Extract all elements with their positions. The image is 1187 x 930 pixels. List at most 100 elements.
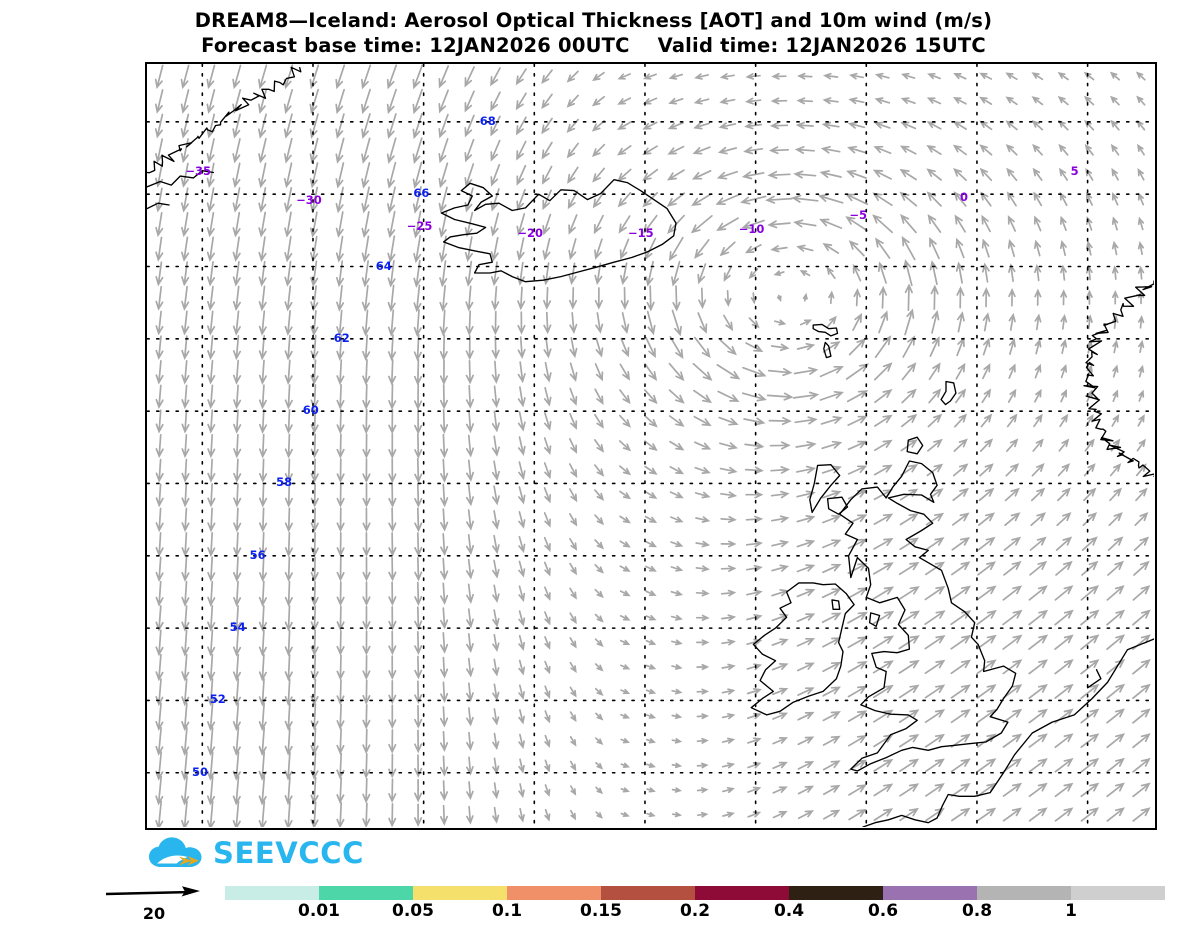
wind-vector	[515, 92, 527, 111]
wind-vector	[362, 507, 371, 533]
wind-vector	[180, 162, 189, 188]
wind-vector	[284, 310, 293, 336]
wind-vector	[741, 392, 767, 402]
wind-vector	[847, 121, 866, 129]
wind-vector	[721, 663, 736, 671]
colorbar-tick-0.05: 0.05	[392, 901, 434, 921]
wind-vector	[847, 563, 868, 574]
wind-vector	[310, 260, 319, 288]
wind-vector	[817, 194, 844, 204]
wind-vector	[671, 260, 681, 287]
wind-vector	[1138, 389, 1145, 402]
lon-label--10: −10	[738, 222, 765, 237]
wind-vector	[1083, 71, 1095, 81]
wind-vector	[594, 564, 604, 574]
wind-vector	[793, 170, 817, 179]
coastline-greenland-fringe	[147, 170, 215, 188]
wind-vector	[745, 73, 761, 80]
wind-vector	[847, 415, 868, 426]
wind-vector	[1137, 314, 1145, 329]
wind-vector	[873, 538, 894, 550]
wind-vector	[155, 409, 164, 434]
lat-label-66: 66	[413, 186, 430, 201]
wind-vector	[1083, 487, 1097, 502]
wind-vector	[155, 532, 164, 558]
wind-vector	[822, 514, 842, 524]
wind-vector	[232, 211, 241, 238]
wind-vector	[466, 805, 474, 825]
wind-vector	[720, 540, 737, 548]
wind-vector	[620, 688, 631, 695]
wind-vector	[620, 664, 631, 670]
wind-vector	[335, 186, 344, 214]
wind-vector	[976, 585, 997, 601]
wind-vector	[821, 440, 843, 450]
wind-vector	[568, 214, 578, 235]
wind-vector	[956, 336, 965, 357]
wind-vector	[1137, 414, 1145, 427]
wind-vector	[982, 363, 991, 380]
aot-colorbar: 0.01 0.05 0.1 0.15 0.2 0.4 0.6 0.8 1	[225, 886, 1165, 926]
wind-vector	[388, 803, 397, 827]
wind-vector	[694, 491, 711, 499]
wind-vector	[438, 211, 448, 238]
colorbar-segment-0	[225, 886, 319, 900]
wind-vector	[1106, 757, 1125, 773]
wind-vector	[642, 121, 658, 130]
wind-vector	[1008, 263, 1016, 282]
wind-vector	[414, 778, 423, 803]
wind-vector	[1028, 708, 1048, 724]
wind-vector	[644, 363, 658, 381]
wind-vector	[743, 146, 764, 155]
wind-vector	[979, 463, 994, 477]
wind-vector	[206, 726, 216, 757]
wind-vector	[595, 712, 604, 721]
wind-vector	[490, 261, 500, 287]
wind-vector	[414, 729, 423, 754]
wind-vector	[1029, 536, 1047, 551]
wind-vector	[1002, 585, 1023, 601]
wind-vector	[926, 145, 942, 156]
wind-vector	[206, 261, 216, 287]
wind-vector	[544, 586, 551, 601]
wind-vector	[541, 93, 553, 110]
wind-vector	[207, 458, 216, 483]
wind-vector	[258, 726, 267, 757]
wind-vector	[388, 532, 397, 557]
wind-vector	[1028, 758, 1048, 773]
wind-vector	[388, 778, 397, 804]
wind-vector	[181, 335, 190, 360]
wind-vector	[543, 286, 552, 310]
wind-vector	[388, 679, 397, 705]
wind-vector	[646, 762, 656, 768]
wind-vector	[1138, 364, 1145, 378]
wind-vector	[670, 516, 684, 523]
wind-vector	[695, 614, 710, 621]
wind-vector	[336, 654, 345, 681]
wind-vector	[258, 88, 268, 114]
map-vector-layer	[147, 64, 1154, 827]
wind-vector	[719, 442, 738, 450]
wind-vector	[797, 687, 815, 696]
wind-vector	[465, 335, 474, 361]
wind-vector	[155, 212, 164, 238]
wind-vector	[1110, 143, 1120, 156]
wind-vector	[284, 433, 293, 459]
wind-vector	[745, 515, 764, 523]
wind-vector	[744, 97, 762, 105]
wind-vector	[620, 713, 631, 719]
wind-vector	[955, 237, 965, 259]
lat-label-56: 56	[249, 547, 266, 562]
wind-vector	[795, 465, 817, 474]
wind-vector	[258, 310, 267, 336]
wind-vector	[258, 507, 268, 533]
wind-vector	[797, 810, 815, 820]
wind-vector	[1111, 240, 1119, 256]
wind-vector	[518, 610, 526, 627]
wind-vector	[387, 334, 397, 362]
wind-vector	[1111, 265, 1119, 280]
wind-vector	[309, 162, 319, 189]
wind-vector	[543, 561, 551, 577]
wind-vector	[772, 712, 789, 720]
wind-vector	[1136, 143, 1145, 156]
